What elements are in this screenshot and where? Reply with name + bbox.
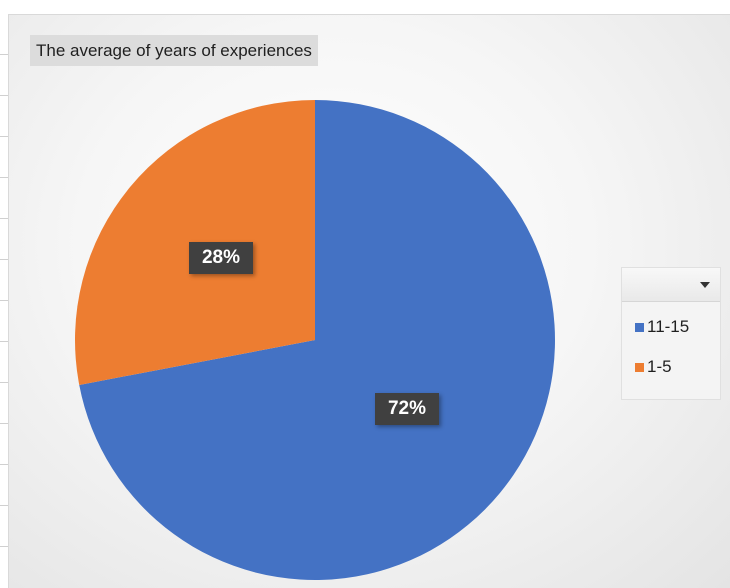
dropdown-arrow-icon: [700, 282, 710, 288]
legend[interactable]: 11-15 1-5: [621, 267, 721, 400]
data-label-1-5[interactable]: 28%: [189, 242, 253, 274]
chart-title[interactable]: The average of years of experiences: [30, 35, 318, 66]
legend-label-11-15: 11-15: [647, 317, 690, 336]
legend-swatch-1-5: [635, 362, 644, 372]
legend-swatch-11-15: [635, 322, 644, 332]
data-label-11-15[interactable]: 72%: [375, 393, 439, 425]
legend-item-11-15[interactable]: 11-15: [635, 316, 689, 338]
legend-filter-button[interactable]: [622, 268, 720, 302]
legend-label-1-5: 1-5: [647, 357, 672, 376]
pie-slice-11-15[interactable]: [79, 100, 555, 580]
row-gridlines: [0, 14, 8, 587]
legend-item-1-5[interactable]: 1-5: [635, 356, 672, 378]
